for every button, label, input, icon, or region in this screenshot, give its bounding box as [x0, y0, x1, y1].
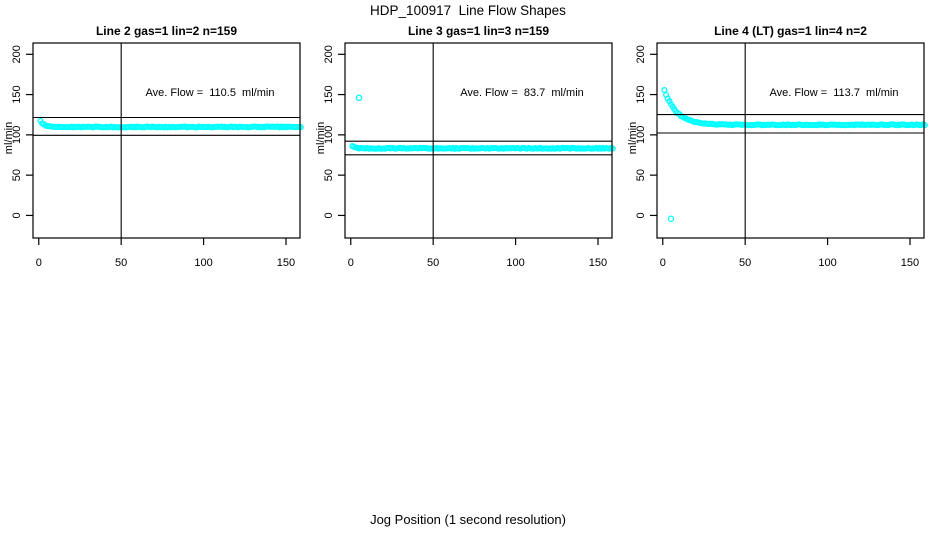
flow-points [37, 117, 304, 131]
y-tick-label: 150 [635, 85, 647, 103]
flow-point [661, 86, 668, 94]
x-tick-label: 0 [36, 257, 42, 269]
figure-title: HDP_100917 Line Flow Shapes [370, 3, 566, 18]
y-tick-label: 200 [11, 45, 23, 63]
x-tick-label: 100 [194, 257, 212, 269]
subplot-1-plot: 0 50 100 150 0 50 100 150 200 [11, 42, 304, 269]
subplot-2-plot: 0 50 100 150 0 50 100 150 200 [323, 42, 616, 269]
subplot-1-annotation: Ave. Flow = 110.5 ml/min [145, 87, 275, 99]
y-tick-label: 50 [11, 169, 23, 181]
flow-point [921, 122, 928, 129]
flow-points [661, 86, 928, 222]
x-tick-label: 100 [506, 257, 524, 269]
x-tick-label: 150 [589, 257, 607, 269]
subplot-2-title: Line 3 gas=1 lin=3 n=159 [407, 24, 550, 38]
y-tick-label: 150 [323, 85, 335, 103]
x-tick-label: 100 [818, 257, 836, 269]
y-tick-label: 100 [11, 126, 23, 144]
outlier-point [355, 94, 363, 102]
y-tick-label: 0 [635, 212, 647, 218]
y-tick-label: 50 [635, 169, 647, 181]
flow-point [297, 124, 304, 131]
subplot-3-annotation: Ave. Flow = 113.7 ml/min [769, 87, 899, 99]
subplot-3-plot: 0 50 100 150 0 50 100 150 200 [635, 42, 928, 269]
plot-box [32, 42, 301, 239]
y-tick-label: 150 [11, 85, 23, 103]
y-tick-label: 0 [323, 212, 335, 218]
x-tick-label: 150 [277, 257, 295, 269]
y-tick-label: 100 [635, 126, 647, 144]
x-tick-label: 50 [427, 257, 439, 269]
flow-point [609, 145, 616, 152]
subplot-3-title: Line 4 (LT) gas=1 lin=4 n=2 [714, 24, 867, 38]
x-tick-label: 50 [115, 257, 127, 269]
x-tick-label: 150 [901, 257, 919, 269]
subplot-2-ylabel: ml/min [315, 121, 327, 155]
subplot-2-annotation: Ave. Flow = 83.7 ml/min [460, 87, 584, 99]
subplot-1-title: Line 2 gas=1 lin=2 n=159 [95, 24, 238, 38]
x-tick-label: 0 [660, 257, 666, 269]
y-tick-label: 200 [635, 45, 647, 63]
subplot-1-ylabel: ml/min [3, 121, 15, 155]
outlier-point [667, 215, 675, 222]
y-tick-label: 200 [323, 45, 335, 63]
plot-box [656, 42, 925, 239]
subplot-3-ylabel: ml/min [627, 121, 639, 155]
y-tick-label: 50 [323, 169, 335, 181]
x-tick-label: 0 [348, 257, 354, 269]
y-tick-label: 0 [11, 212, 23, 218]
y-tick-label: 100 [323, 126, 335, 144]
plot-box [344, 42, 613, 239]
x-tick-label: 50 [739, 257, 751, 269]
figure-xlabel: Jog Position (1 second resolution) [370, 512, 566, 527]
flow-points [349, 94, 616, 152]
